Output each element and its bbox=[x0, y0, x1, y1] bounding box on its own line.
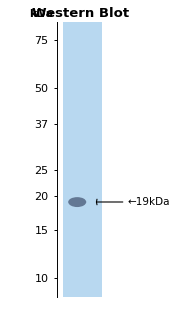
Text: Western Blot: Western Blot bbox=[32, 7, 129, 20]
Bar bbox=[63, 22, 102, 297]
Text: ←19kDa: ←19kDa bbox=[127, 197, 169, 207]
Text: kDa: kDa bbox=[30, 9, 54, 19]
Ellipse shape bbox=[68, 197, 86, 207]
